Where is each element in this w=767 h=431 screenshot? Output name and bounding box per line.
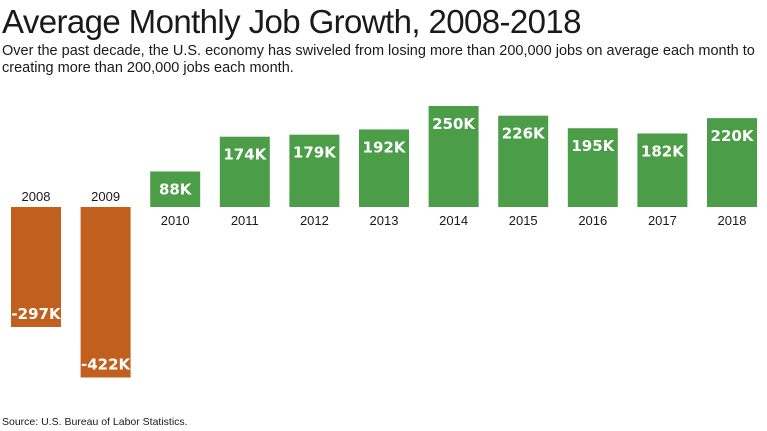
data-label-2018: 220K — [711, 127, 755, 145]
bar-2010 — [150, 171, 201, 207]
bar-2014 — [428, 106, 479, 207]
tick-label-2016: 2016 — [578, 213, 607, 228]
bar-2015 — [498, 115, 549, 207]
data-label-2016: 195K — [571, 137, 615, 155]
tick-label-2008: 2008 — [22, 189, 51, 204]
chart-title: Average Monthly Job Growth, 2008-2018 — [2, 3, 581, 40]
bar-2013 — [359, 129, 409, 207]
tick-label-2009: 2009 — [91, 189, 120, 204]
bar-2008 — [11, 207, 61, 327]
data-label-2017: 182K — [641, 142, 685, 160]
data-label-2015: 226K — [502, 125, 546, 143]
tick-label-2018: 2018 — [718, 213, 747, 228]
bar-2009 — [80, 207, 131, 378]
tick-label-2017: 2017 — [648, 213, 677, 228]
bar-2011 — [219, 136, 270, 207]
source-note: Source: U.S. Bureau of Labor Statistics. — [2, 416, 188, 428]
data-label-2011: 174K — [223, 146, 267, 164]
data-label-2012: 179K — [293, 144, 337, 162]
data-label-2009: -422K — [81, 355, 132, 373]
tick-label-2013: 2013 — [370, 213, 399, 228]
bar-2018 — [707, 118, 757, 207]
tick-label-2015: 2015 — [509, 213, 538, 228]
tick-label-2014: 2014 — [439, 213, 468, 228]
data-label-2008: -297K — [11, 305, 62, 323]
tick-label-2012: 2012 — [300, 213, 329, 228]
bar-2016 — [567, 128, 618, 207]
data-label-2013: 192K — [363, 138, 407, 156]
data-label-2014: 250K — [432, 115, 476, 133]
tick-label-2011: 2011 — [231, 213, 259, 228]
bar-2017 — [637, 133, 688, 207]
bar-2012 — [289, 134, 340, 207]
chart-subtitle: Over the past decade, the U.S. economy h… — [2, 43, 755, 76]
data-label-2010: 88K — [159, 180, 193, 198]
tick-label-2010: 2010 — [161, 213, 190, 228]
